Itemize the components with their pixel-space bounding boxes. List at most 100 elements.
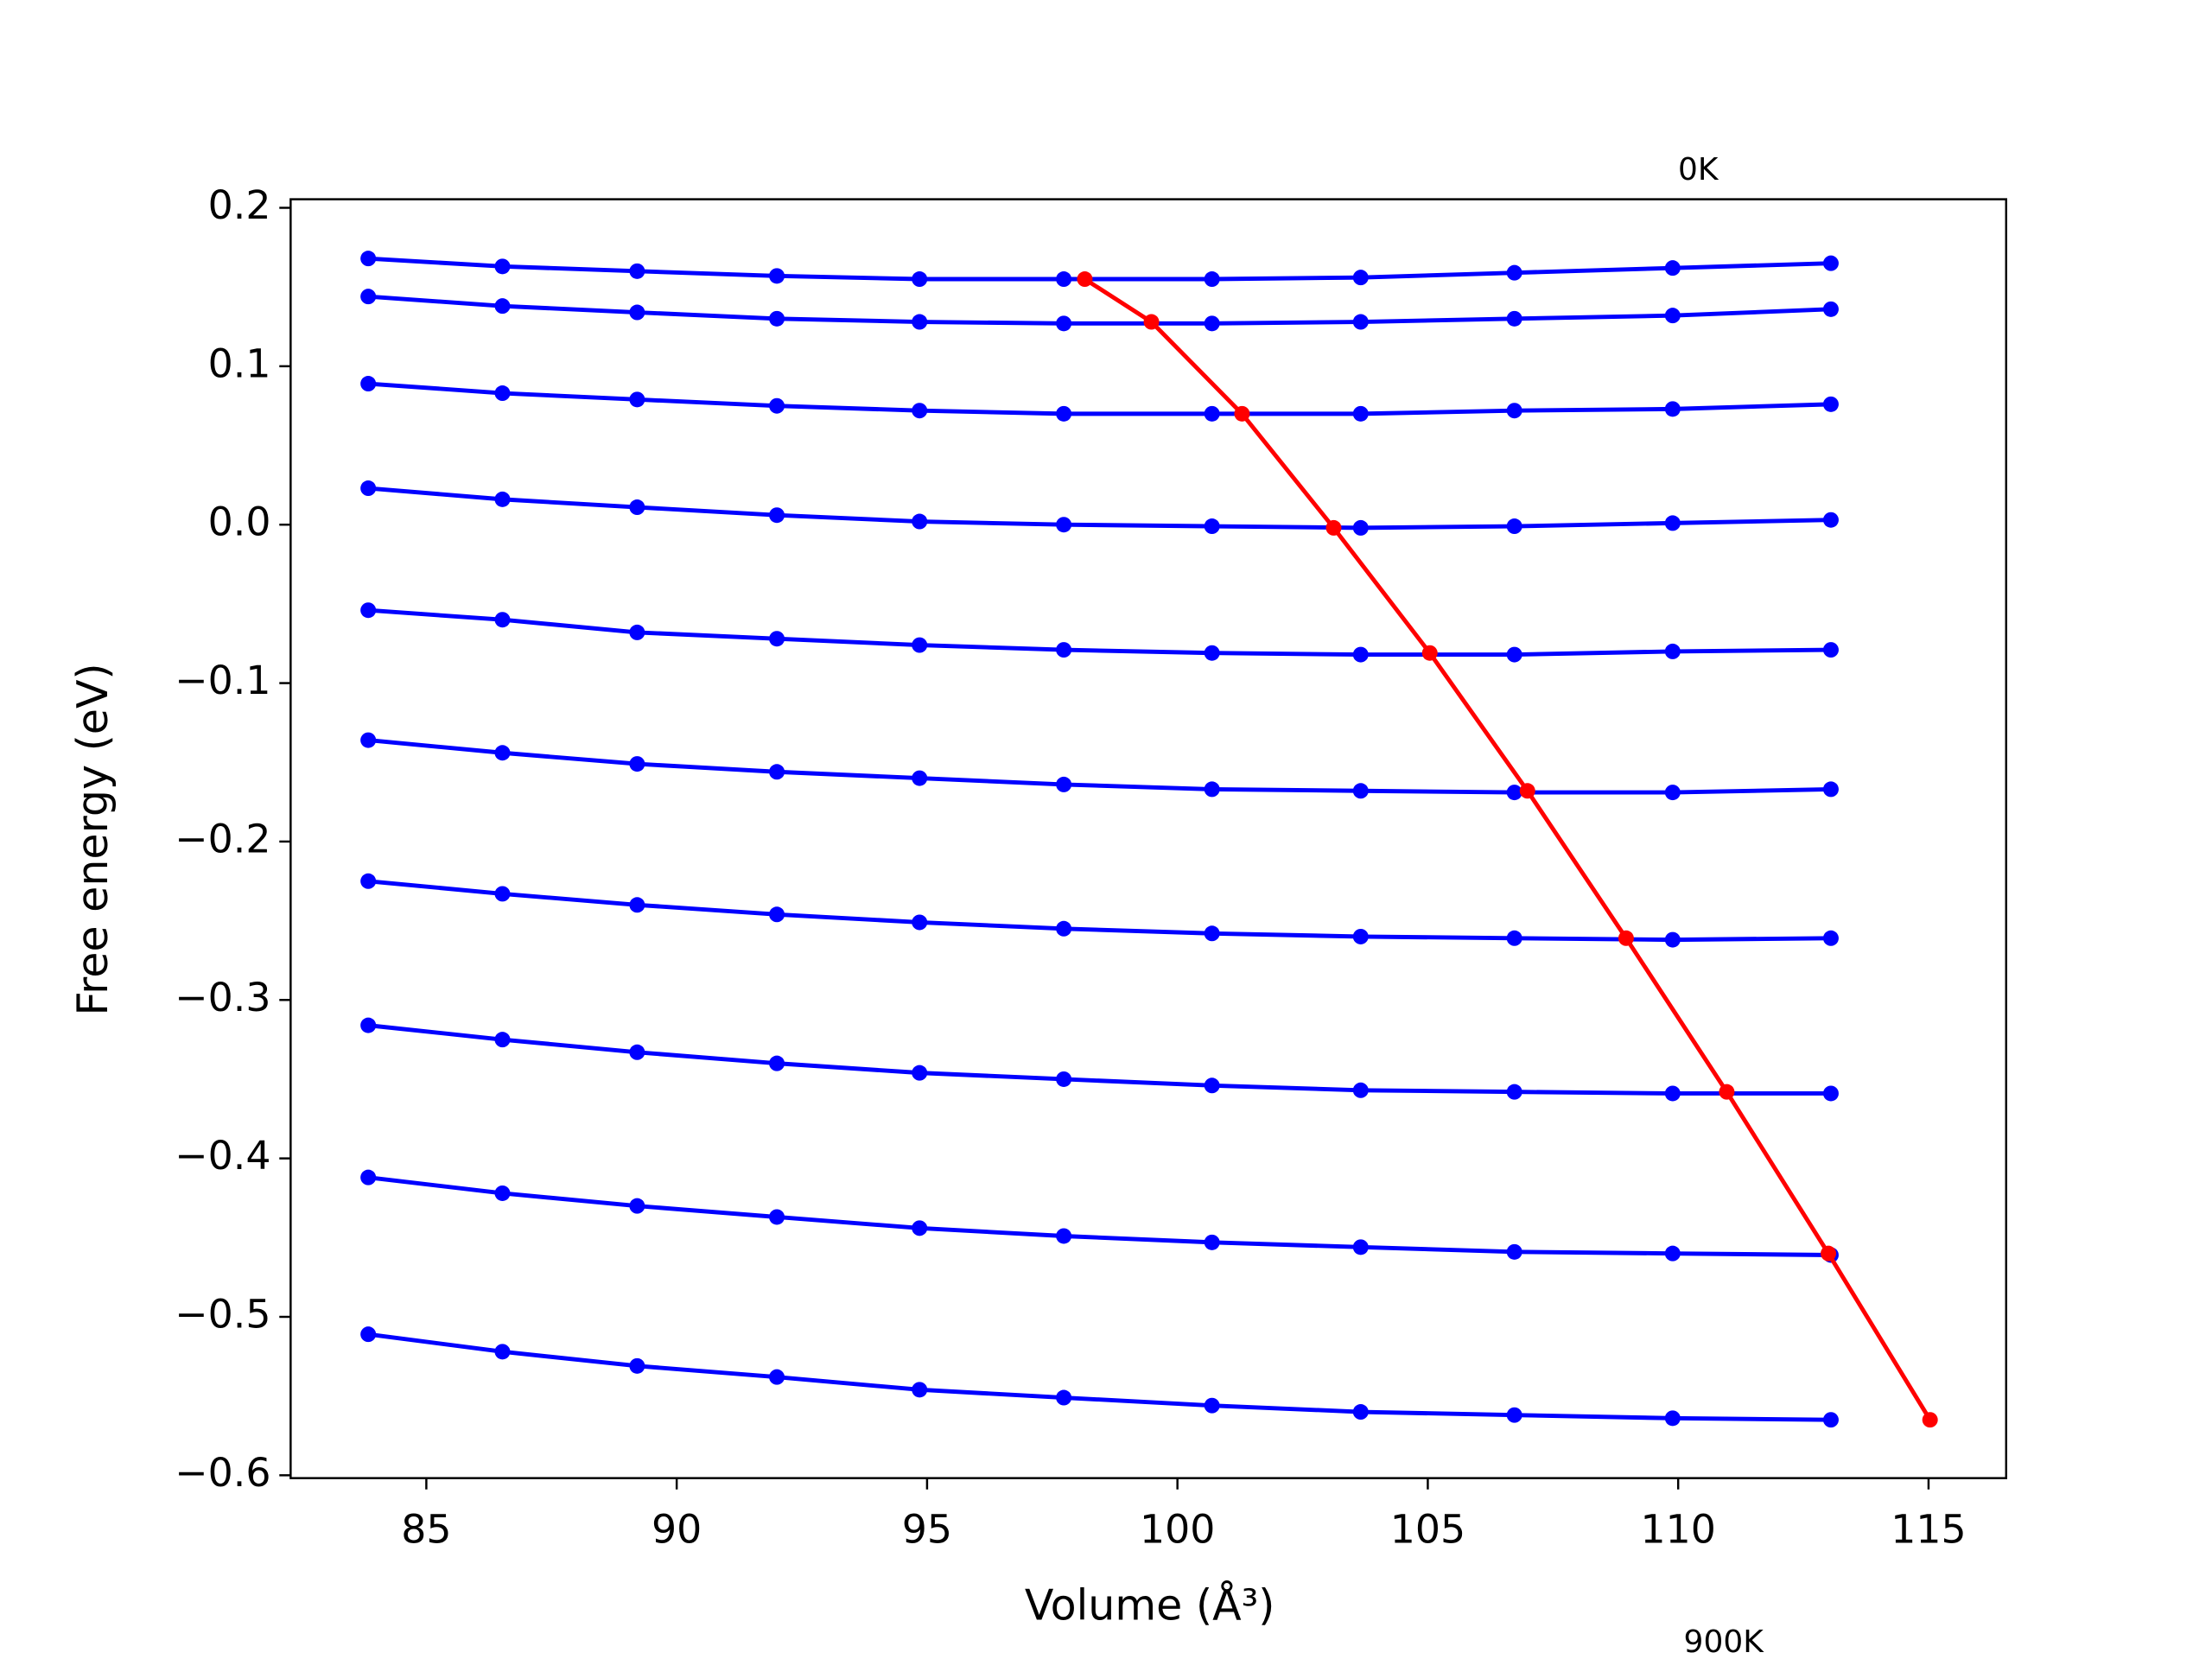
data-point	[769, 1209, 785, 1225]
data-point	[494, 1185, 511, 1201]
y-tick-label: 0.0	[208, 499, 271, 545]
data-point	[1234, 405, 1250, 422]
data-point	[629, 1044, 645, 1060]
data-point	[912, 637, 928, 653]
data-point	[912, 513, 928, 530]
data-point	[494, 258, 511, 275]
annotation: 0K	[1678, 152, 1719, 188]
data-point	[1056, 1389, 1072, 1406]
data-point	[1204, 781, 1220, 798]
data-point	[1056, 642, 1072, 658]
y-tick-label: −0.5	[175, 1291, 270, 1338]
data-point	[1352, 783, 1369, 799]
data-point	[360, 251, 377, 267]
data-point	[1352, 1082, 1369, 1098]
data-point	[360, 602, 377, 619]
data-point	[769, 1369, 785, 1385]
data-point	[1204, 1077, 1220, 1094]
data-point	[769, 268, 785, 284]
data-point	[494, 745, 511, 761]
data-point	[912, 314, 928, 330]
background	[13, 0, 2199, 1659]
data-point	[1204, 271, 1220, 288]
data-point	[1664, 1410, 1681, 1427]
data-point	[1352, 314, 1369, 330]
data-point	[1822, 1412, 1839, 1428]
data-point	[1618, 930, 1634, 946]
data-point	[1204, 518, 1220, 535]
data-point	[1325, 519, 1342, 536]
data-point	[1664, 643, 1681, 659]
data-point	[360, 732, 377, 748]
data-point	[1822, 255, 1839, 271]
data-point	[1664, 1245, 1681, 1262]
data-point	[1506, 646, 1522, 663]
data-point	[1822, 781, 1839, 798]
y-tick-label: −0.4	[175, 1132, 270, 1179]
data-point	[1822, 396, 1839, 412]
data-point	[912, 1220, 928, 1236]
data-point	[1664, 931, 1681, 948]
x-tick-label: 90	[652, 1505, 702, 1552]
data-point	[629, 756, 645, 772]
data-point	[360, 480, 377, 497]
y-tick-label: −0.6	[175, 1449, 270, 1496]
y-tick-label: −0.3	[175, 974, 270, 1020]
data-point	[1352, 928, 1369, 944]
data-point	[1506, 785, 1522, 801]
data-point	[1077, 271, 1093, 288]
data-point	[1352, 1239, 1369, 1255]
x-tick-label: 95	[902, 1505, 952, 1552]
x-axis-label: Volume (Å³)	[1025, 1580, 1275, 1630]
data-point	[1056, 1071, 1072, 1087]
data-point	[1352, 1404, 1369, 1421]
x-tick-label: 115	[1891, 1505, 1966, 1552]
data-point	[1143, 314, 1160, 330]
data-point	[769, 310, 785, 327]
y-tick-label: 0.1	[208, 340, 271, 386]
data-point	[1056, 315, 1072, 332]
data-point	[1352, 270, 1369, 286]
data-point	[629, 624, 645, 640]
data-point	[1922, 1412, 1938, 1428]
data-point	[769, 631, 785, 647]
data-point	[1204, 1397, 1220, 1414]
data-point	[360, 1169, 377, 1185]
data-point	[360, 289, 377, 305]
data-point	[1822, 1085, 1839, 1102]
data-point	[629, 304, 645, 321]
data-point	[1506, 1243, 1522, 1260]
data-point	[1204, 645, 1220, 661]
data-point	[360, 873, 377, 889]
data-point	[769, 507, 785, 524]
series-line	[1084, 276, 1932, 1421]
data-point	[494, 612, 511, 628]
data-point	[1664, 260, 1681, 276]
data-point	[360, 1017, 377, 1033]
data-point	[1719, 1084, 1735, 1100]
data-point	[494, 886, 511, 902]
x-tick-label: 110	[1640, 1505, 1715, 1552]
x-tick-label: 105	[1390, 1505, 1465, 1552]
data-point	[1506, 264, 1522, 281]
annotation: 900K	[1684, 1624, 1765, 1659]
data-point	[912, 1382, 928, 1398]
y-tick-label: −0.1	[175, 657, 270, 703]
data-point	[1664, 308, 1681, 324]
data-point	[1664, 785, 1681, 801]
data-point	[1056, 405, 1072, 422]
data-point	[912, 271, 928, 288]
data-point	[629, 1198, 645, 1214]
data-point	[1506, 403, 1522, 419]
data-point	[912, 1065, 928, 1081]
data-point	[1056, 1228, 1072, 1244]
data-point	[494, 1344, 511, 1360]
data-point	[912, 403, 928, 419]
data-point	[494, 298, 511, 315]
data-point	[494, 491, 511, 507]
data-point	[1664, 1085, 1681, 1102]
data-point	[1204, 1234, 1220, 1250]
data-point	[1821, 1245, 1837, 1262]
data-point	[1056, 920, 1072, 937]
